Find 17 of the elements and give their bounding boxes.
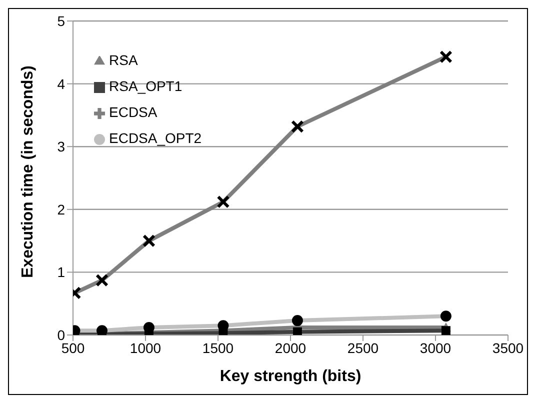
x-tick-label: 3000 xyxy=(420,340,452,356)
legend-label: ECDSA xyxy=(109,104,158,120)
x-tick-label: 1000 xyxy=(130,340,162,356)
y-tick-label: 2 xyxy=(57,201,66,218)
legend-label: ECDSA_OPT2 xyxy=(109,130,202,146)
x-tick-label: 1500 xyxy=(202,340,234,356)
legend-label: RSA_OPT1 xyxy=(109,78,182,94)
y-axis-title: Execution time (in seconds) xyxy=(20,66,37,278)
x-tick-label: 2000 xyxy=(274,340,306,356)
y-tick-label: 5 xyxy=(57,12,66,29)
x-axis-title: Key strength (bits) xyxy=(220,368,362,385)
legend-label: RSA xyxy=(109,52,138,68)
y-tick-label: 1 xyxy=(57,264,66,280)
y-tick-label: 3 xyxy=(57,138,66,155)
y-tick-label: 4 xyxy=(57,76,66,92)
x-tick-label: 3500 xyxy=(492,340,524,356)
x-tick-label: 2500 xyxy=(347,340,379,356)
